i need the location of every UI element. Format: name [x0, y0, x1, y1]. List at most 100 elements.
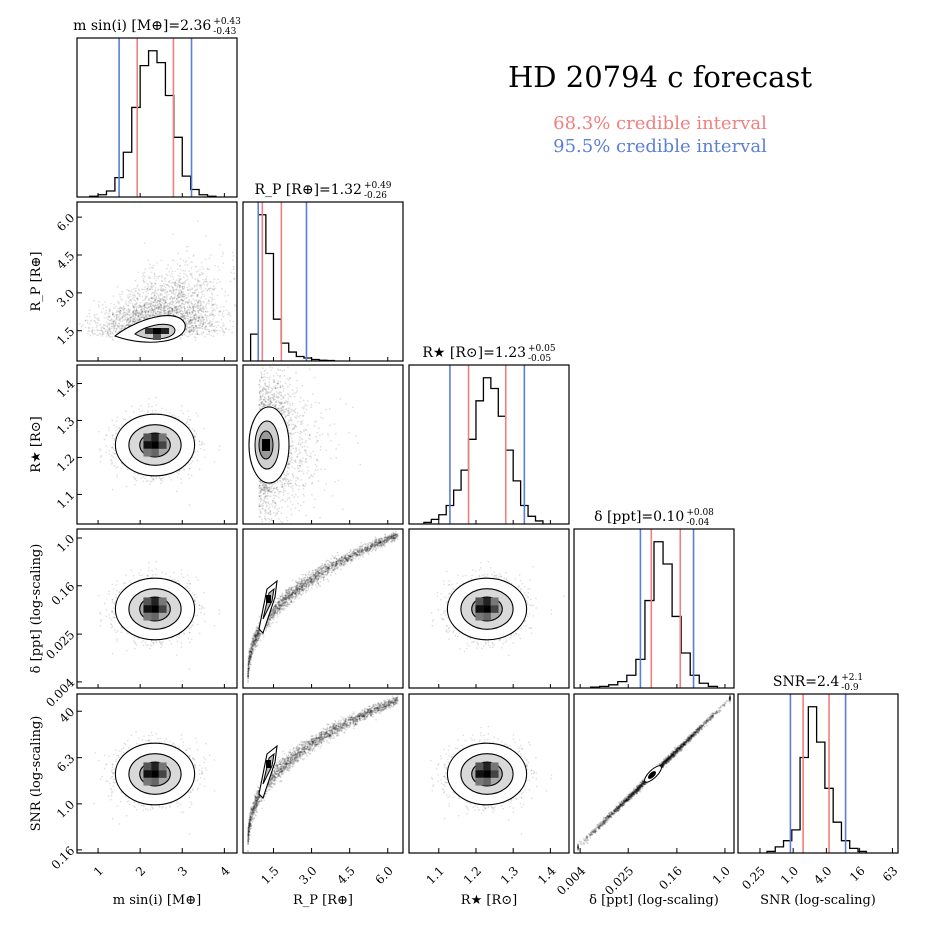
density-cell: [151, 770, 159, 778]
density-cell: [266, 595, 271, 603]
histogram-bin-m: [132, 107, 140, 197]
histogram-bin-delta: [690, 675, 699, 688]
panel-delta-vs-rs: [408, 528, 570, 689]
histogram-outline-delta: [589, 541, 719, 688]
panel-content: [430, 560, 565, 657]
diag-title-plus-rp: +0.49: [364, 181, 392, 191]
density-cell: [143, 777, 152, 786]
panel-frame: [76, 364, 238, 525]
histogram-bin-rs: [498, 416, 505, 524]
x-axis-label-snr: SNR (log-scaling): [760, 893, 876, 908]
density-cell: [143, 441, 152, 449]
contours-4-1: [258, 744, 278, 800]
density-cell: [151, 605, 159, 613]
legend-95-credible-interval: 95.5% credible interval: [460, 135, 860, 158]
contours-3-1: [258, 579, 278, 635]
histogram-bin-rs: [461, 470, 468, 524]
density-cell: [266, 760, 271, 768]
density-cell: [490, 597, 499, 606]
x-tick-label-rp: 6.0: [372, 864, 395, 887]
density-core-3-2: [475, 597, 499, 621]
y-tick-label-rs: 1.4: [54, 377, 78, 401]
density-cell: [483, 605, 491, 613]
x-tick-label-snr: 4.0: [811, 864, 834, 887]
histogram-bin-rp: [289, 352, 297, 361]
diag-title-delta: δ [ppt]=0.10 +0.08-0.04: [594, 508, 714, 528]
histogram-bin-delta: [681, 653, 690, 688]
panel-content: [97, 560, 221, 670]
x-tick-label-snr: 1.0: [778, 864, 801, 887]
panel-rs-vs-m: [76, 364, 238, 525]
density-cell: [475, 770, 484, 778]
y-axis-rp: 1.5 3.0 4.5 6.0 R_P [R⊕]: [29, 211, 82, 348]
x-axis-label-rp: R_P [R⊕]: [293, 893, 353, 908]
density-cell: [151, 441, 159, 449]
histogram-bin-rs: [431, 519, 438, 524]
density-core-4-0: [143, 762, 167, 786]
y-tick-label-rp: 3.0: [54, 286, 77, 309]
y-tick-label-snr: 1.0: [54, 797, 77, 820]
panel-frame: [242, 528, 404, 689]
diag-frame-snr: [737, 693, 899, 854]
y-axis-rs: 1.1 1.2 1.3 1.4 R★ [R⊙]: [29, 377, 82, 511]
y-tick-label-snr: 0.16: [49, 844, 78, 873]
x-tick-label-m: 1: [91, 864, 106, 879]
diag-frame-m: [76, 37, 238, 198]
density-cell: [490, 770, 499, 778]
density-cell: [475, 605, 484, 613]
x-tick-label-delta: 0.004: [554, 863, 588, 897]
y-tick-label-rs: 1.1: [54, 488, 77, 511]
histogram-bin-rp: [266, 254, 274, 361]
histogram-bin-delta: [663, 564, 672, 688]
panel-content: [247, 530, 399, 684]
histogram-rp: [249, 214, 336, 361]
density-cell: [483, 777, 491, 786]
density-cell: [483, 770, 491, 778]
density-cell: [475, 762, 484, 771]
density-cell: [151, 597, 159, 606]
density-cell: [143, 597, 152, 606]
diag-title-minus-rp: -0.26: [364, 191, 387, 201]
density-cell: [483, 597, 491, 606]
x-tick-label-delta: 0.16: [656, 864, 685, 893]
panel-content: [97, 396, 221, 506]
contours-1-0: [113, 315, 186, 343]
histogram-bin-snr: [808, 707, 816, 853]
histogram-bin-m: [165, 95, 173, 197]
y-axis-label-rp: R_P [R⊕]: [29, 252, 44, 312]
density-cell: [158, 605, 167, 613]
histogram-snr: [766, 706, 867, 853]
histogram-bin-rp: [296, 357, 304, 361]
y-tick-label-delta: 0.025: [43, 628, 77, 662]
density-cell: [151, 448, 159, 457]
panel-snr-vs-rs: [408, 693, 570, 854]
diag-title-plus-rs: +0.05: [528, 344, 556, 354]
x-axis-delta: 0.004 0.025 0.16 1.0δ [ppt] (log-scaling): [554, 684, 733, 908]
histogram-bin-rs: [476, 401, 483, 524]
density-cell: [262, 439, 270, 451]
panel-frame: [408, 528, 570, 689]
histogram-bin-rs: [469, 439, 476, 524]
panel-snr-vs-m: [76, 693, 238, 854]
diag-title-text-rp: R_P [R⊕]=1.32: [254, 182, 362, 198]
density-cell: [143, 605, 152, 613]
density-cell: [158, 441, 167, 449]
density-cell: [143, 770, 152, 778]
histogram-bin-snr: [817, 742, 825, 853]
density-cell: [151, 612, 159, 621]
panel-rp-vs-m: [76, 201, 238, 362]
histogram-bin-m: [106, 191, 114, 197]
density-cell: [475, 597, 484, 606]
diag-title-minus-delta: -0.04: [686, 518, 709, 528]
density-cell: [153, 334, 161, 340]
diag-title-minus-rs: -0.05: [528, 354, 551, 364]
density-core-3-0: [143, 597, 167, 621]
panel-frame: [76, 528, 238, 689]
y-tick-label-delta: 0.16: [49, 579, 78, 608]
histogram-bin-delta: [645, 601, 654, 688]
y-tick-label-rs: 1.3: [54, 414, 77, 437]
panel-rs-vs-rp: [242, 364, 404, 525]
y-tick-label-delta: 1.0: [54, 532, 77, 555]
diag-title-plus-delta: +0.08: [686, 508, 714, 518]
histogram-bin-rs: [491, 388, 498, 524]
